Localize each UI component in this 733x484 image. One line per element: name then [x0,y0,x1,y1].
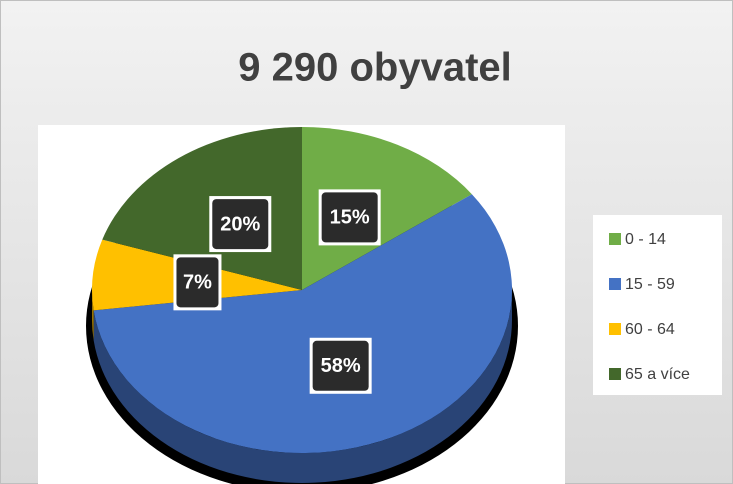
pie: 15% 58% 7% 20% [86,126,518,484]
legend-label: 60 - 64 [625,321,675,338]
data-label-bg [176,257,219,308]
slice [302,127,472,290]
data-label: 20% [220,213,260,235]
chart-title: 9 290 obyvatel [238,46,512,90]
legend-label: 65 a více [625,366,690,383]
data-label: 58% [321,355,361,377]
legend-swatch [609,368,621,380]
data-label-bg [321,192,378,243]
legend-swatch [609,278,621,290]
slice-side [93,290,512,484]
data-label-bg [212,199,269,250]
legend-swatch [609,323,621,335]
legend-swatch [609,233,621,245]
data-label-bg [312,340,369,391]
slice-side [92,290,94,341]
legend-label: 15 - 59 [625,276,675,293]
data-label: 15% [330,207,370,229]
slice [93,194,512,453]
data-label: 7% [183,272,212,294]
legend-label: 0 - 14 [625,231,666,248]
legend-items: 0 - 14 15 - 59 60 - 64 65 a více [609,231,690,383]
